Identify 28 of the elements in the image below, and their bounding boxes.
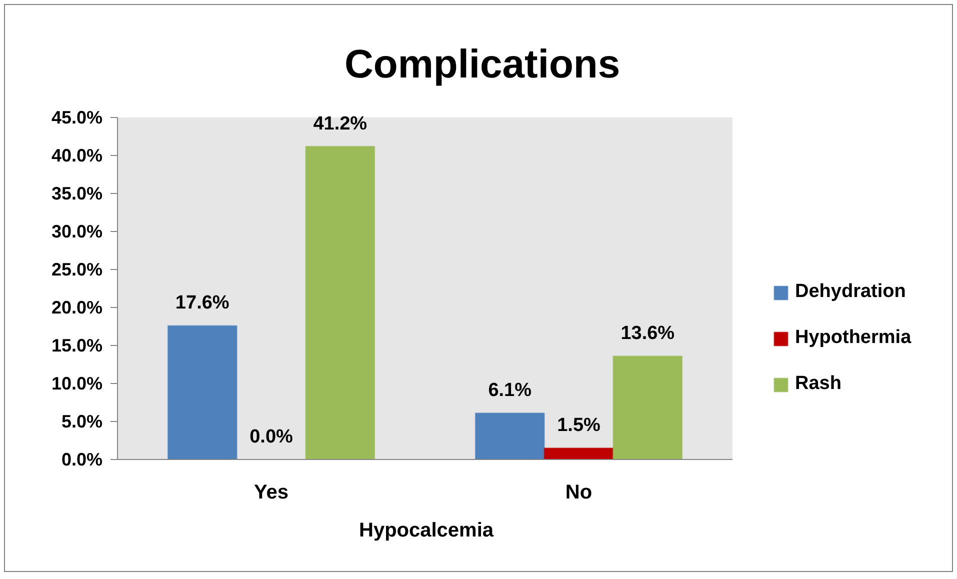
y-tick-label: 10.0% [51, 374, 103, 394]
data-label: 13.6% [620, 323, 675, 344]
y-tick-label: 30.0% [51, 222, 103, 242]
y-tick-label: 15.0% [51, 336, 103, 356]
chart-title: Complications [344, 42, 620, 86]
bar [544, 448, 614, 460]
bar [167, 325, 238, 460]
bar [305, 146, 376, 460]
x-tick-label: No [565, 482, 592, 504]
legend-label: Rash [795, 373, 842, 395]
legend-label: Hypothermia [795, 327, 912, 349]
bar [612, 356, 683, 460]
data-label: 0.0% [250, 426, 294, 448]
data-label: 17.6% [175, 292, 230, 314]
y-tick-label: 35.0% [51, 184, 103, 204]
data-label: 6.1% [488, 380, 532, 402]
data-label: 41.2% [313, 113, 368, 134]
bar [474, 412, 545, 460]
y-tick-label: 5.0% [61, 412, 103, 432]
x-tick-label: Yes [254, 482, 288, 504]
y-tick-label: 45.0% [51, 108, 103, 128]
y-tick-label: 0.0% [61, 450, 103, 470]
x-axis-title: Hypocalcemia [359, 520, 494, 542]
y-tick-label: 40.0% [51, 146, 103, 166]
y-tick-label: 20.0% [51, 298, 103, 318]
legend-label: Dehydration [795, 281, 906, 303]
data-label: 1.5% [557, 415, 601, 436]
y-tick-label: 25.0% [51, 260, 103, 280]
